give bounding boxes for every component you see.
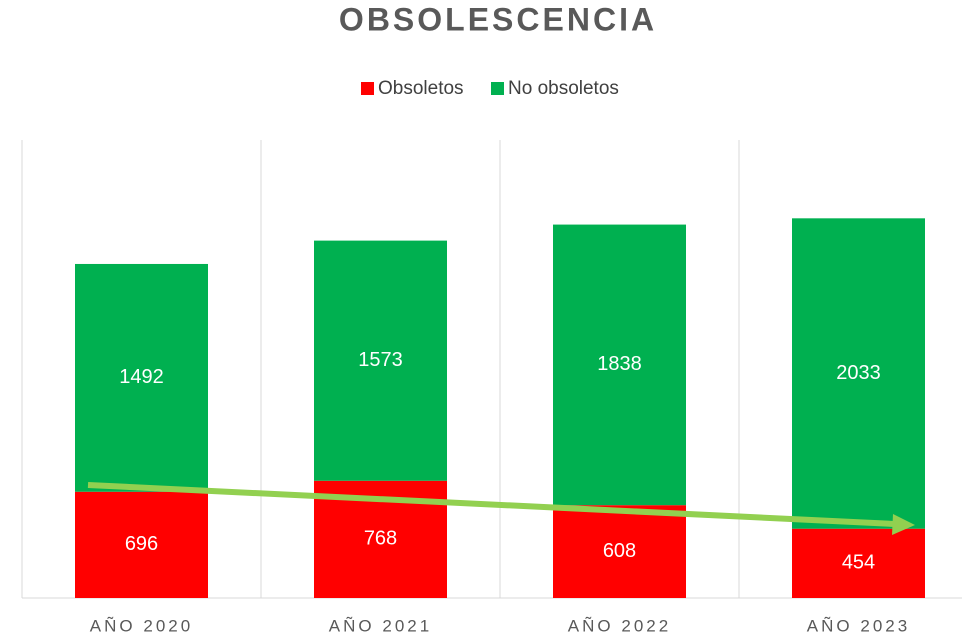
x-tick-label: AÑO 2020 [90, 616, 193, 635]
data-label: 1573 [358, 349, 403, 371]
x-tick-label: AÑO 2023 [807, 616, 910, 635]
bar-segment [792, 528, 925, 598]
bar-segment [553, 224, 686, 506]
legend-swatch [361, 82, 374, 95]
bar-segment [75, 263, 208, 492]
plot-area: Obsoletos No obsoletos AÑO 2020 696 1492 AÑO … [21, 78, 962, 635]
chart-title: OBSOLESCENCIA [339, 1, 657, 37]
trend-arrowhead [892, 514, 915, 535]
trend-arrow [87, 482, 915, 535]
trend-line [87, 482, 896, 527]
legend-label: No obsoletos [508, 78, 619, 99]
x-tick-label: AÑO 2021 [329, 616, 432, 635]
bar-segment [314, 240, 447, 481]
data-label: 454 [842, 552, 875, 574]
data-label: 1838 [597, 353, 642, 375]
data-label: 696 [125, 533, 158, 555]
data-label: 768 [364, 528, 397, 550]
data-label: 608 [603, 540, 636, 562]
legend-label: Obsoletos [378, 78, 464, 99]
bar-segment [75, 491, 208, 598]
data-label: 1492 [119, 366, 164, 388]
legend-swatch [491, 82, 504, 95]
x-tick-label: AÑO 2022 [568, 616, 671, 635]
bar-segment [792, 218, 925, 529]
data-label: 2033 [836, 362, 881, 384]
bar-segment [553, 505, 686, 598]
